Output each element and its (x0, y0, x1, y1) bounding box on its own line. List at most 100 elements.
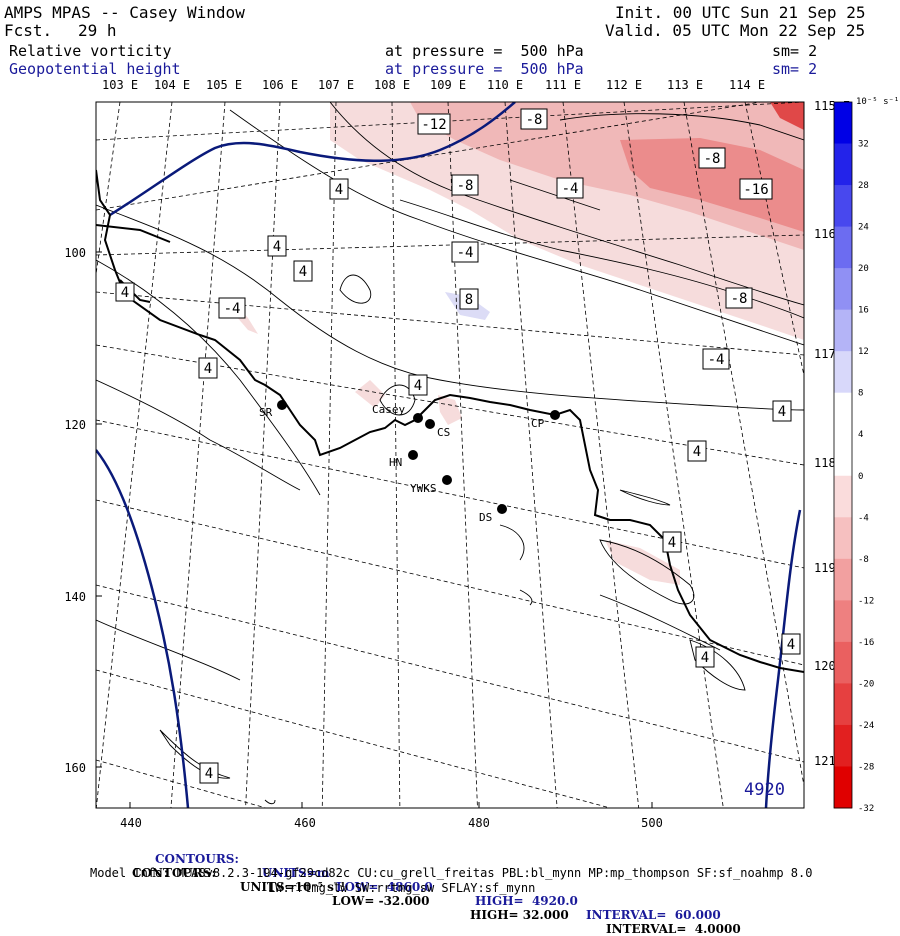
vorticity-region-darkest (770, 102, 804, 130)
contour-label: -8 (698, 147, 726, 169)
colorbar-cell (834, 268, 852, 311)
contour-label: -4 (218, 297, 246, 319)
vorticity-region-light (355, 380, 385, 408)
height-contour-label: 4920 (744, 780, 785, 800)
colorbar-tick-label: 20 (858, 264, 869, 274)
svg-text:HN: HN (389, 456, 402, 469)
colorbar-cell (834, 102, 852, 145)
colorbar-tick-label: -20 (858, 679, 874, 689)
field1-name: Relative vorticity (9, 42, 172, 60)
colorbar-unit: 10⁻⁵ s⁻¹ (856, 97, 899, 107)
contour-label: 4 (329, 178, 349, 200)
svg-text:4: 4 (414, 378, 422, 394)
y-tick-label: 120 (64, 418, 86, 432)
svg-text:-8: -8 (704, 151, 721, 167)
model-info: Model Info: MPASv8.2.3-194-gf29cd82c CU:… (90, 866, 813, 880)
svg-text:8: 8 (465, 292, 473, 308)
contour-label: -4 (556, 177, 584, 199)
colorbar-tick-label: 12 (858, 347, 869, 357)
svg-text:4: 4 (668, 535, 676, 551)
contour-label: 4 (662, 531, 682, 553)
colorbar-cell (834, 641, 852, 684)
c2-low: LOW= -32.000 (332, 894, 430, 908)
colorbar-cell (834, 600, 852, 643)
svg-text:-4: -4 (708, 352, 725, 368)
colorbar-cell (834, 766, 852, 809)
colorbar-cell (834, 683, 852, 726)
c2-units: UNITS=10⁻⁵ s⁻¹ (240, 880, 346, 894)
contour-label: 4 (772, 400, 792, 422)
station-ds: DS (479, 504, 507, 524)
colorbar-tick-label: 8 (858, 389, 863, 399)
colorbar-tick-label: 4 (858, 430, 863, 440)
contour-label: -4 (702, 348, 730, 370)
c1-label: CONTOURS: (155, 852, 239, 866)
svg-text:YWKS: YWKS (410, 482, 437, 495)
init-time: Init. 00 UTC Sun 21 Sep 25 (615, 3, 866, 22)
colorbar-tick-label: 28 (858, 181, 869, 191)
lon-label: 103 E (102, 78, 138, 92)
vorticity-labels: -12 -8 -8 -4 -8 -16 -4 8 -8 -4 -4 4 4 4 … (115, 108, 801, 784)
svg-text:4: 4 (299, 264, 307, 280)
lon-label: 112 E (606, 78, 642, 92)
contour-label: 4 (267, 235, 287, 257)
contour-label: 4 (198, 357, 218, 379)
vorticity-region-light (438, 395, 462, 425)
contour-label: 4 (199, 762, 219, 784)
svg-text:-8: -8 (457, 178, 474, 194)
y-tick-label: 100 (64, 246, 86, 260)
svg-text:SR: SR (259, 406, 273, 419)
vorticity-region-light (605, 540, 680, 585)
y-tick-label: 160 (64, 761, 86, 775)
svg-text:4: 4 (701, 650, 709, 666)
lon-label: 105 E (206, 78, 242, 92)
lon-label: 110 E (487, 78, 523, 92)
colorbar-cell (834, 434, 852, 477)
colorbar-tick-label: 32 (858, 140, 869, 150)
c1-low: LOW= 4860.0 (336, 880, 433, 894)
svg-text:4: 4 (204, 361, 212, 377)
contour-label: -8 (451, 174, 479, 196)
contour-label: 8 (459, 288, 479, 310)
height-contours (96, 102, 802, 808)
vorticity-shading (232, 102, 804, 585)
svg-text:4: 4 (693, 444, 701, 460)
colorbar-cell (834, 517, 852, 560)
height-contour-4920 (764, 509, 802, 808)
colorbar-cell (834, 185, 852, 228)
field2-name: Geopotential height (9, 60, 181, 78)
forecast-hour: 29 h (78, 21, 117, 40)
colorbar-tick-label: -28 (858, 762, 874, 772)
station-cp: CP (531, 410, 560, 430)
colorbar-cell (834, 143, 852, 186)
lon-label: 104 E (154, 78, 190, 92)
svg-text:-4: -4 (224, 301, 241, 317)
station-sr: SR (259, 400, 287, 419)
c2-label: CONTOURS: (132, 866, 216, 880)
colorbar-cell (834, 475, 852, 518)
svg-text:CS: CS (437, 426, 450, 439)
lon-label: 107 E (318, 78, 354, 92)
x-axis: 440 460 480 500 (120, 802, 663, 830)
svg-text:-12: -12 (421, 117, 446, 133)
svg-text:4: 4 (205, 766, 213, 782)
colorbar-cell (834, 558, 852, 601)
lon-label: 114 E (729, 78, 765, 92)
colorbar-cell (834, 226, 852, 269)
map-svg: 103 E 104 E 105 E 106 E 107 E 108 E 109 … (64, 78, 899, 830)
station-ywks: YWKS (410, 475, 452, 495)
svg-text:4: 4 (778, 404, 786, 420)
contour-label: 4 (293, 260, 313, 282)
contour-label: -8 (520, 108, 548, 130)
svg-text:4: 4 (273, 239, 281, 255)
field1-pressure: at pressure = 500 hPa (385, 42, 584, 60)
x-tick-label: 460 (294, 816, 316, 830)
colorbar-tick-label: -8 (858, 555, 869, 565)
colorbar-tick-label: -24 (858, 721, 874, 731)
graticule (96, 102, 804, 808)
contour-label: 4 (408, 374, 428, 396)
colorbar: 10⁻⁵ s⁻¹ 32 28 24 20 16 12 8 4 0 -4 -8 -12 -16 -20 -24… (833, 97, 899, 814)
svg-text:CP: CP (531, 417, 545, 430)
y-tick-label: 140 (64, 590, 86, 604)
colorbar-cell (834, 392, 852, 435)
